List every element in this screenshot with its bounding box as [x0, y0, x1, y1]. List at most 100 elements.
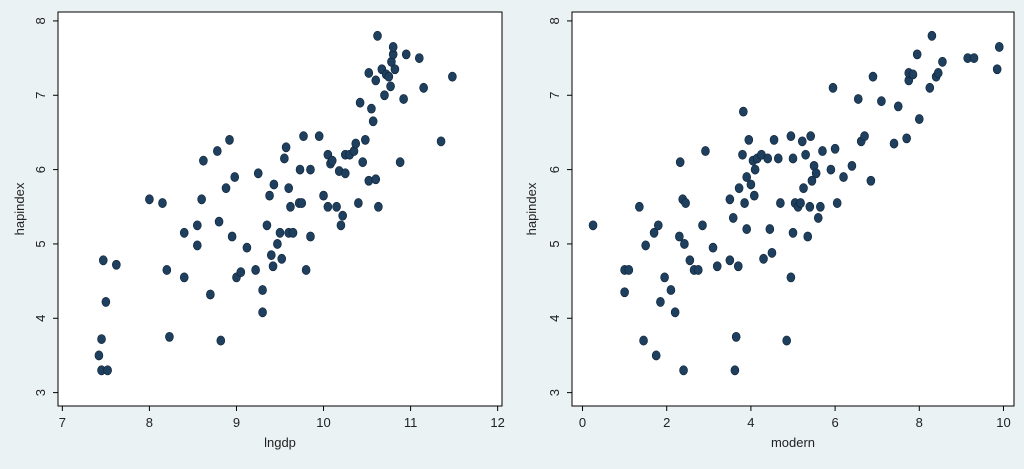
- data-point: [103, 365, 112, 376]
- data-point: [306, 164, 315, 175]
- data-point: [796, 198, 805, 208]
- data-point: [306, 231, 315, 242]
- data-point: [158, 198, 167, 208]
- data-point: [323, 201, 333, 212]
- data-point: [266, 250, 276, 260]
- data-point: [221, 183, 231, 194]
- data-point: [588, 220, 598, 231]
- data-point: [355, 97, 365, 108]
- data-point: [206, 289, 215, 300]
- data-point: [371, 174, 381, 185]
- data-point: [675, 231, 684, 242]
- x-tick-label: 10: [996, 415, 1010, 430]
- data-point: [281, 142, 291, 153]
- y-tick-label: 5: [33, 240, 48, 247]
- data-point: [733, 261, 743, 272]
- data-point: [338, 210, 347, 221]
- data-point: [364, 68, 374, 78]
- data-point: [165, 331, 174, 342]
- scatter-panel-modern: 0 2 4 6 8 10 3 4 5 6 7 8 modern hapindex: [512, 0, 1024, 469]
- data-point: [273, 239, 282, 249]
- data-point: [262, 220, 272, 231]
- data-point: [258, 307, 267, 318]
- data-point: [286, 201, 295, 212]
- data-point: [767, 247, 777, 258]
- data-point: [805, 201, 815, 212]
- x-tick-label: 6: [831, 415, 838, 430]
- data-point: [728, 213, 738, 223]
- data-point: [773, 153, 783, 164]
- data-point: [319, 190, 328, 201]
- scatter-plot-modern: 0 2 4 6 8 10 3 4 5 6 7 8 modern hapindex: [524, 11, 1015, 450]
- data-point: [653, 220, 663, 231]
- y-tick-label: 7: [33, 92, 48, 99]
- x-axis-title: lngdp: [264, 435, 296, 450]
- data-point: [740, 198, 749, 208]
- data-point: [258, 285, 267, 295]
- data-point: [386, 81, 395, 92]
- data-point: [734, 183, 744, 194]
- data-point: [336, 220, 346, 231]
- data-point: [269, 179, 279, 190]
- data-point: [448, 71, 457, 82]
- data-point: [635, 201, 644, 212]
- data-point: [227, 231, 237, 242]
- data-point: [742, 172, 751, 182]
- y-axis-title: hapindex: [524, 182, 539, 235]
- data-point: [902, 133, 911, 144]
- data-point: [280, 153, 289, 164]
- data-point: [866, 175, 876, 186]
- data-point: [807, 175, 817, 186]
- data-point: [265, 190, 274, 201]
- data-point: [373, 30, 382, 41]
- data-point: [860, 131, 869, 142]
- data-point: [97, 334, 106, 344]
- data-point: [730, 365, 740, 376]
- data-point: [746, 179, 756, 190]
- data-point: [179, 227, 189, 238]
- data-point: [624, 265, 634, 275]
- plot-area: [57, 11, 503, 407]
- data-point: [197, 194, 206, 205]
- data-point: [225, 134, 234, 145]
- data-point: [725, 194, 735, 205]
- data-point: [679, 365, 688, 376]
- data-point: [969, 53, 979, 63]
- data-point: [401, 49, 411, 60]
- data-point: [786, 131, 796, 142]
- data-point: [367, 103, 376, 114]
- data-point: [701, 146, 710, 156]
- data-point: [354, 198, 363, 208]
- data-point: [893, 101, 903, 112]
- x-tick-label: 12: [490, 415, 504, 430]
- data-point: [786, 272, 796, 283]
- data-point: [797, 136, 807, 147]
- y-tick-label: 3: [33, 389, 48, 396]
- data-point: [670, 307, 680, 318]
- data-point: [839, 172, 848, 182]
- data-point: [380, 90, 389, 101]
- data-point: [162, 265, 172, 275]
- data-point: [301, 265, 311, 275]
- data-point: [912, 49, 922, 60]
- data-point: [813, 213, 823, 223]
- data-point: [649, 227, 659, 238]
- data-point: [908, 69, 918, 80]
- data-point: [192, 240, 202, 251]
- data-point: [938, 56, 947, 67]
- data-point: [620, 287, 629, 298]
- data-point: [179, 272, 189, 283]
- data-point: [675, 157, 685, 168]
- scatter-plot-lngdp: 7 8 9 10 11 12 3 4 5 6 7 8 lngdp hapindex: [12, 11, 505, 450]
- y-tick-label: 3: [547, 389, 562, 396]
- y-tick-label: 4: [33, 315, 48, 322]
- data-point: [925, 82, 935, 93]
- data-point: [739, 106, 748, 117]
- data-point: [98, 255, 108, 266]
- data-point: [419, 82, 428, 93]
- data-point: [666, 285, 676, 295]
- data-point: [297, 198, 307, 208]
- y-tick-label: 8: [33, 17, 48, 24]
- data-point: [826, 164, 836, 175]
- data-point: [914, 114, 924, 124]
